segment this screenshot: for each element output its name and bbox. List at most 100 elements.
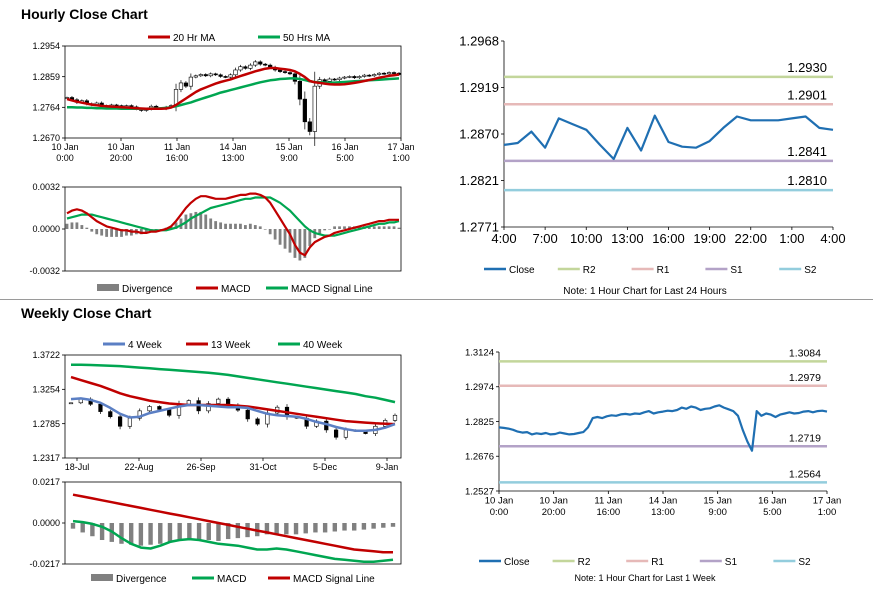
weekly-divergence-bar (90, 523, 95, 537)
weekly-divergence-bar (235, 523, 241, 539)
hourly-divergence-bar (95, 229, 99, 235)
legend-weekly-macd-label: MACD (217, 574, 246, 585)
weekly-divergence-bar (187, 523, 192, 540)
legend-hourly-macd-label: MACD (221, 284, 250, 295)
weekly-pivot-x-tick-label: 20:00 (542, 507, 566, 518)
hourly-divergence-bar (65, 223, 69, 229)
weekly-pivot-x-tick-label: 17 Jan (813, 496, 842, 507)
hourly-divergence-bar (243, 225, 247, 229)
weekly-price-candle (245, 409, 250, 420)
hourly-price-candle (352, 76, 357, 79)
legend-13-week-label: 13 Week (211, 340, 251, 351)
hourly-divergence-bar (194, 211, 198, 229)
hourly-pivot-x-tick-label: 13:00 (611, 231, 644, 246)
hourly-divergence-bar (328, 229, 332, 230)
weekly-price-y-tick-label: 1.2785 (32, 419, 60, 429)
weekly-divergence-bar (206, 523, 211, 541)
hourly-divergence-bar (338, 226, 341, 229)
hourly-pivot-x-tick-label: 4:00 (491, 231, 516, 246)
weekly-divergence-bar (128, 523, 134, 545)
weekly-pivot-y-tick-label: 1.3124 (465, 347, 494, 358)
hourly-price-candle (183, 82, 189, 87)
weekly-divergence-bar (322, 523, 328, 533)
hourly-pivot-close-line (503, 114, 834, 161)
hourly-price-candle (372, 74, 377, 77)
hourly-price-candle (337, 77, 342, 80)
weekly-divergence-bar (196, 523, 202, 541)
hourly-divergence-bar (115, 229, 118, 237)
hourly-pivot-r1-value: 1.2901 (787, 87, 827, 102)
weekly-pivot-x-tick-label: 15 Jan (703, 496, 732, 507)
weekly-pivot-x-tick-label: 16:00 (596, 507, 620, 518)
hourly-price-candle (228, 74, 233, 78)
hourly-divergence-bar (214, 221, 218, 229)
hourly-price-candle (357, 76, 362, 79)
weekly-price-y-tick-label: 1.2317 (32, 453, 60, 463)
weekly-pivot-legend-r2-label: R2 (578, 557, 591, 568)
weekly-price-candle (216, 398, 221, 404)
weekly-pivot-r2-value: 1.3084 (789, 347, 821, 359)
hourly-price-candle (322, 79, 327, 82)
hourly-pivot-x-tick-label: 1:00 (779, 231, 804, 246)
hourly-price-candle (362, 74, 367, 77)
hourly-divergence-bar (268, 229, 272, 235)
hourly-price-y-tick-label: 1.2954 (32, 41, 60, 51)
hourly-divergence-bar (253, 225, 257, 229)
weekly-pivot-y-tick-label: 1.2825 (465, 417, 494, 428)
legend-weekly-signal-label: MACD Signal Line (293, 574, 375, 585)
hourly-divergence-bar (258, 226, 262, 229)
hourly-pivot-legend-s2-label: S2 (804, 265, 817, 276)
hourly-divergence-bar (303, 229, 307, 258)
hourly-pivot-legend-close-label: Close (509, 265, 535, 276)
weekly-divergence-bar (99, 523, 105, 541)
hourly-price-candle (233, 69, 238, 76)
weekly-pivot-y-tick-label: 1.2676 (465, 452, 494, 463)
weekly-price-candle (255, 418, 260, 425)
hourly-price-candle (327, 78, 332, 82)
hourly-pivot-y-tick-label: 1.2870 (459, 127, 499, 142)
hourly-pivot-legend-r2-label: R2 (583, 265, 596, 276)
weekly-13-week-line (70, 375, 396, 426)
hourly-divergence-bar (348, 226, 351, 229)
weekly-divergence-bar (80, 523, 85, 533)
hourly-price-x-tick-label: 15 Jan (275, 142, 302, 152)
hourly-macd-line (66, 192, 399, 257)
hourly-divergence-bar (387, 226, 391, 229)
hourly-price-candle (367, 74, 372, 77)
hourly-pivot-x-tick-label: 22:00 (734, 231, 767, 246)
hourly-price-candle (258, 61, 263, 65)
weekly-pivot-legend-s2-label: S2 (798, 557, 811, 568)
hourly-price-candle (282, 71, 288, 73)
weekly-price-candle (157, 406, 162, 410)
weekly-divergence-bar (390, 523, 396, 527)
hourly-divergence-bar (189, 213, 193, 229)
hourly-pivot-y-tick-label: 1.2968 (459, 34, 499, 49)
hourly-price-x-tick-label: 10 Jan (51, 142, 78, 152)
hourly-divergence-bar (397, 227, 401, 229)
hourly-divergence-bar (382, 226, 386, 229)
hourly-price-candle (287, 72, 293, 75)
hourly-divergence-bar (110, 229, 113, 237)
section-divider (0, 299, 873, 300)
weekly-pivot-x-tick-label: 9:00 (708, 507, 727, 518)
hourly-divergence-bar (85, 227, 89, 229)
hourly-price-y-tick-label: 1.2670 (32, 133, 60, 143)
hourly-divergence-bar (234, 223, 237, 229)
weekly-pivot-y-tick-label: 1.2527 (465, 486, 494, 497)
weekly-divergence-bar (216, 523, 221, 541)
weekly-pivot-r1-value: 1.2979 (789, 372, 821, 384)
weekly-divergence-bar (177, 523, 182, 541)
hourly-divergence-bar (239, 223, 242, 229)
weekly-macd-y-tick-label: 0.0000 (32, 518, 60, 528)
weekly-price-x-tick-label: 5-Dec (313, 462, 338, 472)
hourly-title: Hourly Close Chart (21, 6, 148, 22)
hourly-macd-y-tick-label: 0.0032 (32, 182, 60, 192)
hourly-price-candle (253, 61, 258, 66)
weekly-divergence-bar (303, 523, 308, 534)
weekly-title: Weekly Close Chart (21, 305, 152, 321)
hourly-price-candle (277, 69, 283, 72)
hourly-pivot-legend-s1-label: S1 (730, 265, 743, 276)
weekly-price-candle (392, 414, 398, 421)
weekly-pivot-x-tick-label: 0:00 (490, 507, 509, 518)
weekly-pivot-legend-close-label: Close (504, 557, 530, 568)
